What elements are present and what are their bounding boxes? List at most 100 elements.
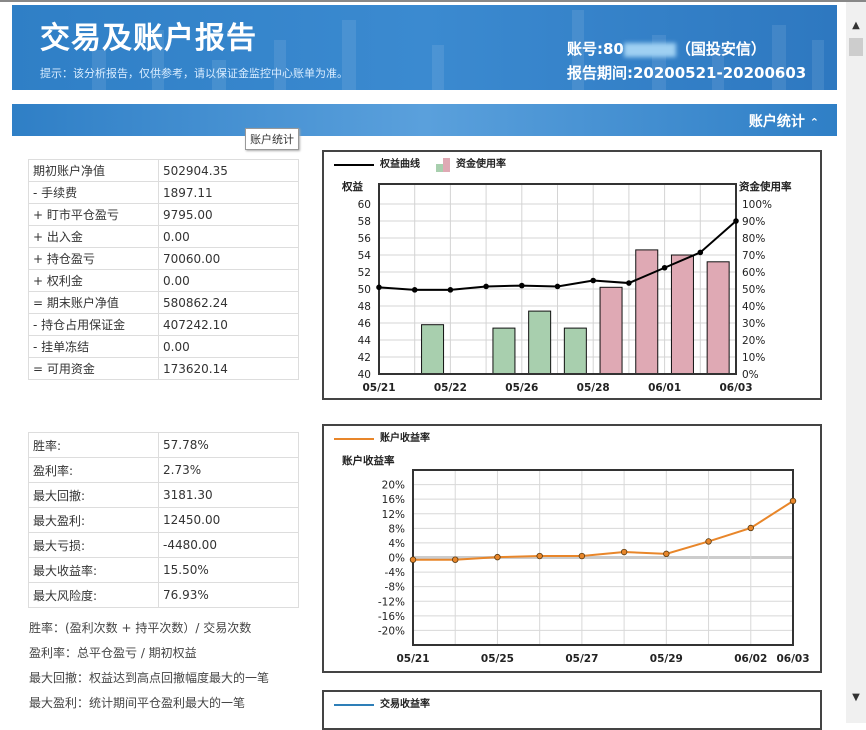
double-chevron-up-icon[interactable]: ⌃	[809, 116, 819, 129]
scrollbar-thumb[interactable]	[849, 38, 863, 56]
equity-point	[411, 287, 418, 293]
row-value: -4480.00	[158, 532, 299, 558]
account-number: 账号:80 （国投安信）	[567, 39, 766, 59]
y-tick-label: -4%	[385, 567, 405, 579]
report-title: 交易及账户报告	[40, 21, 257, 56]
y-tick-label: 16%	[382, 494, 405, 506]
row-label: + 盯市平仓盈亏	[28, 203, 159, 226]
return-point	[620, 548, 628, 556]
usage-bar	[563, 327, 587, 375]
x-tick-label: 05/21	[396, 653, 429, 665]
note: 盈利率：总平仓盈亏 / 期初权益	[29, 646, 197, 660]
row-label: 最大收益率:	[28, 557, 159, 583]
y-tick-label-left: 56	[358, 233, 372, 245]
equity-point	[519, 282, 525, 289]
row-value: 2.73%	[158, 457, 299, 483]
usage-bar	[706, 261, 730, 375]
report-hint: 提示：该分析报告，仅供参考，请以保证金监控中心账单为准。	[40, 67, 348, 80]
return-point	[663, 550, 670, 558]
y-tick-label-right: 30%	[742, 318, 765, 330]
section-title[interactable]: 账户统计 ⌃	[749, 111, 819, 131]
y-tick-label-left: 46	[358, 318, 372, 330]
account-row: = 期末账户净值 580862.24	[28, 291, 299, 314]
y-tick-label-left: 42	[358, 352, 371, 364]
row-label: = 期末账户净值	[28, 291, 159, 314]
masked-account	[623, 42, 676, 57]
y-tick-label-left: 54	[358, 250, 372, 262]
stats-row: 最大风险度: 76.93%	[28, 582, 299, 608]
x-tick-label: 05/29	[650, 653, 683, 665]
vertical-scrollbar[interactable]: ▲ ▼	[846, 2, 866, 723]
usage-bar	[670, 254, 694, 375]
y-tick-label: -12%	[378, 596, 405, 608]
account-prefix: 账号:80	[567, 40, 624, 58]
x-tick-label: 06/02	[734, 653, 767, 665]
account-return-plot: 账户收益率 -20% -16% -12% -8% -4% 0% 4% 8% 12% 16% 20% 05…	[341, 454, 810, 665]
scroll-down-arrow-icon[interactable]: ▼	[852, 692, 860, 703]
y-tick-label: 20%	[382, 480, 405, 492]
stats-row: 最大盈利: 12450.00	[28, 507, 299, 533]
y-axis-label: 账户收益率	[341, 454, 395, 467]
section-label: 账户统计	[748, 114, 805, 130]
y-tick-label: 0%	[388, 553, 405, 565]
row-value: 0.00	[158, 269, 299, 292]
equity-point	[626, 280, 632, 286]
row-label: - 挂单冻结	[28, 335, 159, 358]
row-value: 502904.35	[158, 159, 299, 182]
y-tick-label: 4%	[388, 538, 405, 550]
usage-bar	[528, 310, 552, 375]
account-summary-table: 期初账户净值 502904.35- 手续费 1897.11 + 盯市平仓盈亏 9795.…	[28, 159, 299, 380]
chart-legend: 账户收益率	[334, 432, 430, 446]
row-value: 1897.11	[158, 181, 299, 204]
section-header-account-stats[interactable]: 账户统计 ⌃	[12, 104, 837, 136]
row-label: + 出入金	[28, 225, 159, 248]
account-return-chart: 账户收益率 -20% -16% -12% -8% -4% 0% 4% 8% 12% 16% 20% 05…	[322, 424, 822, 673]
y-tick-label: -8%	[385, 582, 405, 594]
account-row: + 出入金 0.00	[28, 225, 299, 248]
note: 最大盈利：统计期间平仓盈利最大的一笔	[29, 696, 246, 710]
row-value: 57.78%	[158, 432, 299, 458]
stats-row: 盈利率: 2.73%	[28, 457, 299, 483]
usage-bar	[635, 249, 659, 375]
usage-bar	[599, 286, 623, 375]
x-tick-label: 05/22	[434, 382, 467, 394]
trade-return-chart: 交易收益率	[322, 690, 822, 730]
legend-trade-return: 交易收益率	[380, 699, 430, 710]
equity-point	[697, 249, 704, 256]
x-tick-label: 05/25	[481, 653, 514, 665]
y-tick-label: 12%	[382, 509, 405, 521]
equity-point	[554, 283, 561, 290]
row-value: 76.93%	[158, 582, 299, 608]
y-tick-label-right: 70%	[742, 250, 765, 262]
row-label: 期初账户净值	[28, 159, 159, 182]
x-tick-label: 06/01	[648, 382, 681, 394]
row-label: - 手续费	[28, 181, 159, 204]
return-point	[747, 524, 754, 532]
row-value: 3181.30	[158, 482, 299, 508]
note: 最大回撤：权益达到高点回撤幅度最大的一笔	[29, 671, 270, 685]
definitions-notes: 胜率：(盈利次数 + 持平次数）/ 交易次数 盈利率：总平仓盈亏 / 期初权益 …	[29, 616, 269, 716]
return-point	[494, 553, 501, 561]
row-value: 70060.00	[158, 247, 299, 270]
legend-usage: 资金使用率	[456, 159, 506, 170]
tooltip: 账户统计	[245, 128, 299, 150]
trade-stats-table: 胜率: 57.78% 盈利率: 2.73% 最大回撤: 3181.30 最大盈利: 12450…	[28, 432, 299, 608]
row-value: 580862.24	[158, 291, 299, 314]
row-label: 盈利率:	[28, 457, 159, 483]
return-point	[578, 552, 586, 560]
return-point	[536, 552, 543, 560]
equity-point	[661, 264, 668, 271]
account-row: = 可用资金 173620.14	[28, 357, 299, 380]
legend-account-return: 账户收益率	[380, 433, 430, 444]
row-value: 12450.00	[158, 507, 299, 533]
row-label: = 可用资金	[28, 357, 159, 380]
account-row: - 持仓占用保证金 407242.10	[28, 313, 299, 336]
row-value: 0.00	[158, 225, 299, 248]
y-axis-label-left: 权益	[341, 180, 363, 193]
legend-line-swatch	[334, 164, 374, 166]
scroll-up-arrow-icon[interactable]: ▲	[852, 20, 860, 31]
usage-bar	[492, 327, 516, 375]
y-tick-label-right: 0%	[742, 369, 759, 381]
row-label: 最大风险度:	[28, 582, 159, 608]
x-tick-label: 05/28	[577, 382, 610, 394]
